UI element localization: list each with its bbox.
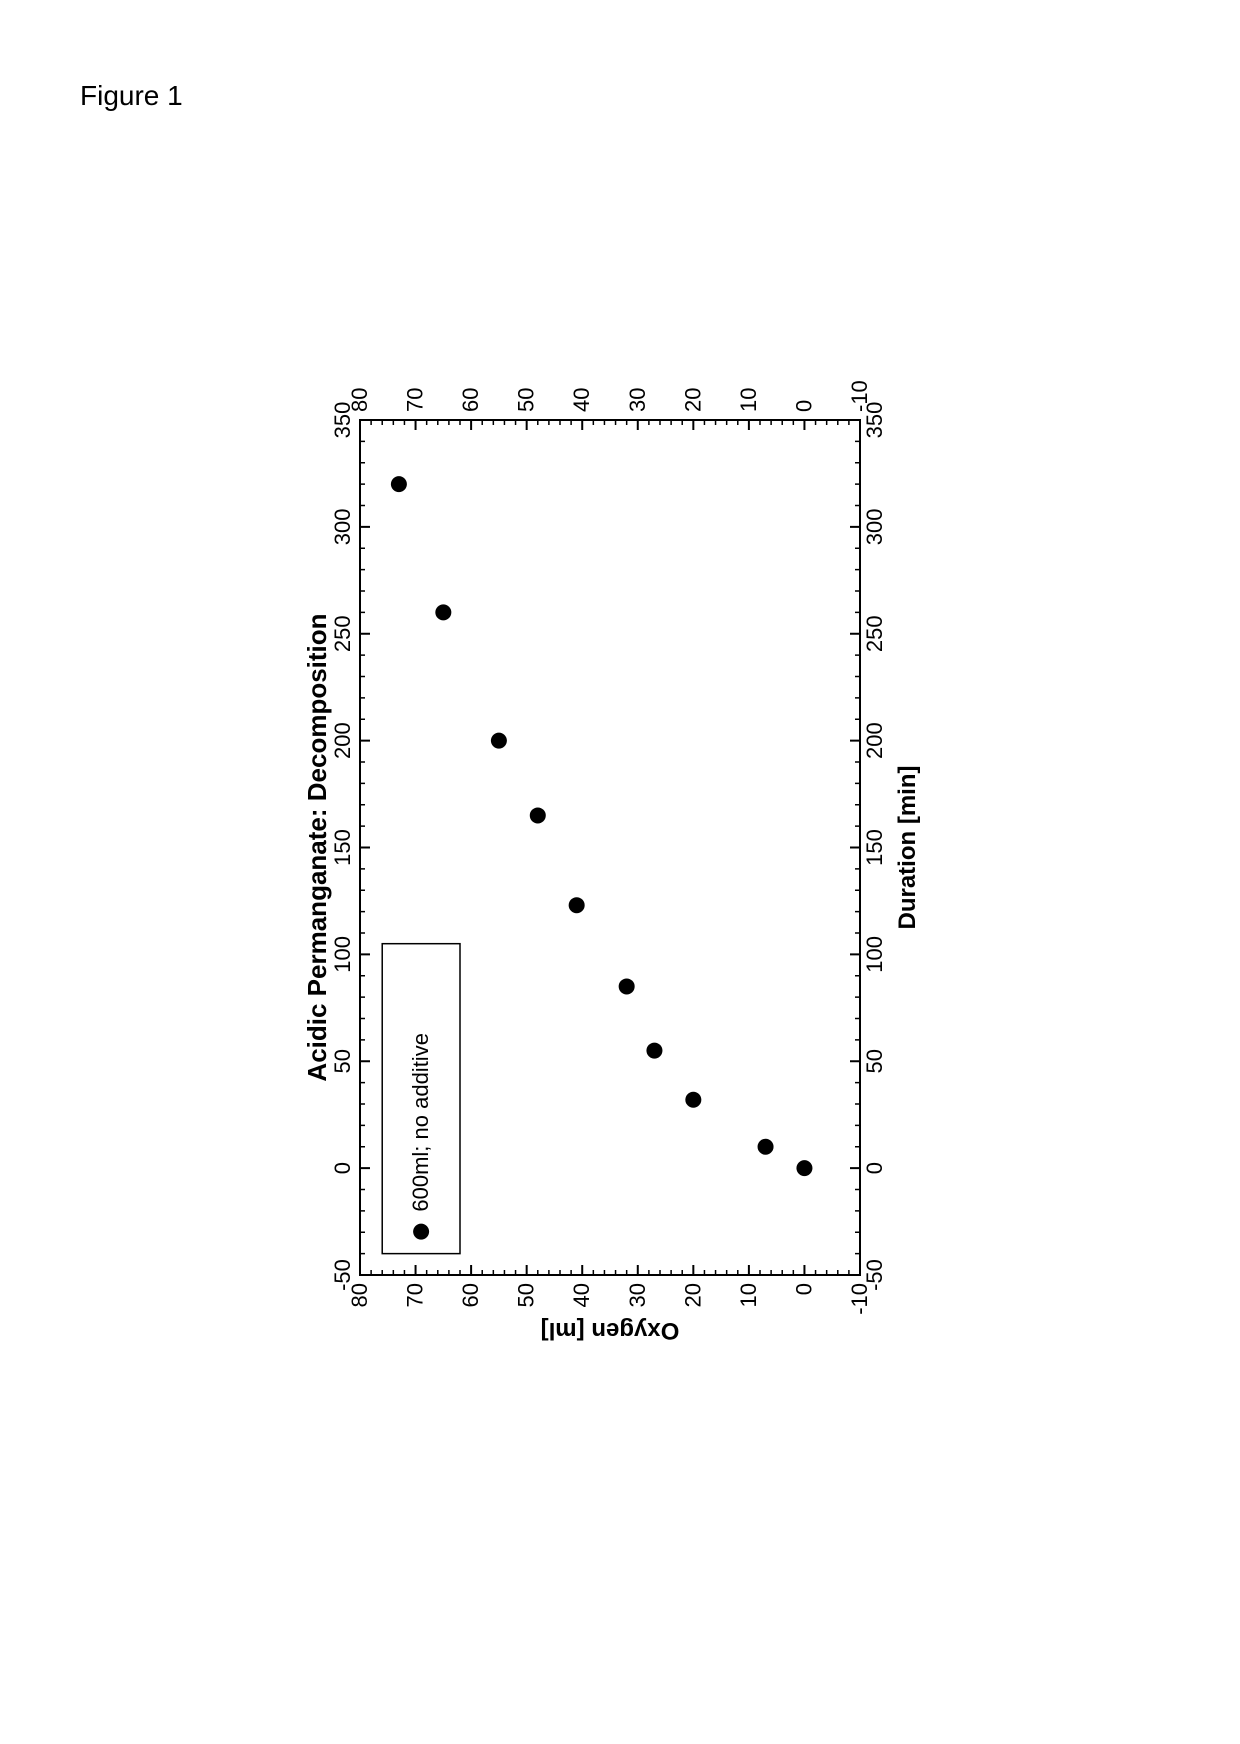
x-axis-label: Duration [min] <box>894 766 921 930</box>
tick-label: 50 <box>514 388 539 412</box>
tick-label: 0 <box>791 1283 816 1295</box>
tick-label: 70 <box>403 1283 428 1307</box>
tick-label: 300 <box>330 509 355 546</box>
data-point <box>796 1160 812 1176</box>
legend-label: 600ml; no additive <box>408 1033 433 1212</box>
tick-label: 250 <box>862 615 887 652</box>
chart-title: Acidic Permanganate: Decomposition <box>302 613 332 1081</box>
tick-label: 60 <box>458 388 483 412</box>
tick-label: -10 <box>847 380 872 412</box>
tick-label: 200 <box>330 722 355 759</box>
tick-label: 50 <box>330 1049 355 1073</box>
data-point <box>435 604 451 620</box>
tick-label: 40 <box>569 1283 594 1307</box>
chart-svg: -50-500050501001001501502002002502503003… <box>260 320 980 1390</box>
tick-label: 200 <box>862 722 887 759</box>
tick-label: 100 <box>862 936 887 973</box>
tick-label: 150 <box>862 829 887 866</box>
tick-label: 0 <box>330 1162 355 1174</box>
y-axis-label: Oxygen [ml] <box>541 1317 680 1344</box>
tick-label: 30 <box>625 388 650 412</box>
tick-label: 80 <box>347 1283 372 1307</box>
tick-label: 60 <box>458 1283 483 1307</box>
data-point <box>646 1043 662 1059</box>
page: Figure 1 -50-500050501001001501502002002… <box>0 0 1240 1744</box>
tick-label: 10 <box>736 1283 761 1307</box>
tick-label: 80 <box>347 388 372 412</box>
tick-label: 250 <box>330 615 355 652</box>
data-point <box>491 733 507 749</box>
scatter-chart: -50-500050501001001501502002002502503003… <box>260 320 980 1390</box>
tick-label: 30 <box>625 1283 650 1307</box>
figure-label: Figure 1 <box>80 80 183 112</box>
tick-label: 50 <box>514 1283 539 1307</box>
tick-label: 50 <box>862 1049 887 1073</box>
data-point <box>758 1139 774 1155</box>
legend-marker-icon <box>413 1224 429 1240</box>
data-point <box>530 807 546 823</box>
tick-label: 0 <box>862 1162 887 1174</box>
tick-label: 70 <box>403 388 428 412</box>
tick-label: 20 <box>680 1283 705 1307</box>
data-point <box>619 978 635 994</box>
tick-label: 40 <box>569 388 594 412</box>
tick-label: -10 <box>847 1283 872 1315</box>
tick-label: 0 <box>791 400 816 412</box>
data-point <box>391 476 407 492</box>
tick-label: 10 <box>736 388 761 412</box>
tick-label: 100 <box>330 936 355 973</box>
data-point <box>569 897 585 913</box>
data-point <box>685 1092 701 1108</box>
chart-group: -50-500050501001001501502002002502503003… <box>302 380 921 1344</box>
tick-label: 150 <box>330 829 355 866</box>
tick-label: 20 <box>680 388 705 412</box>
tick-label: 300 <box>862 509 887 546</box>
